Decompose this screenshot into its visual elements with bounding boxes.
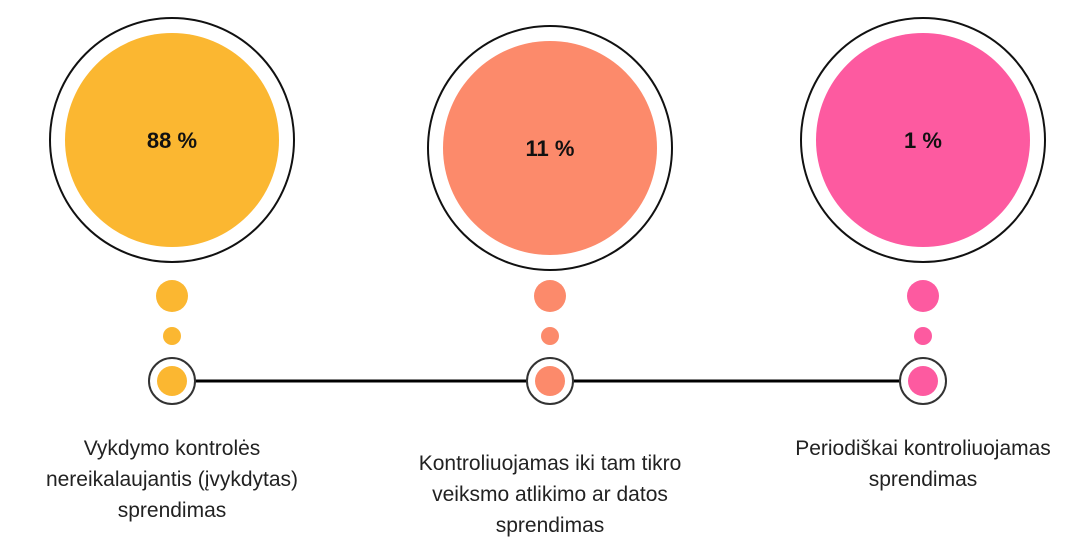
step: 88 % Vykdymo kontrolės nereikalaujantis (į… bbox=[46, 17, 298, 522]
node-dot bbox=[157, 366, 187, 396]
percent-label: 1 % bbox=[904, 128, 942, 153]
dot-small bbox=[163, 327, 181, 345]
main-circle bbox=[816, 33, 1030, 247]
dot-large bbox=[534, 280, 566, 312]
dot-small bbox=[541, 327, 559, 345]
step-label: sprendimas bbox=[496, 514, 605, 537]
step-label: Vykdymo kontrolės bbox=[84, 437, 261, 460]
percent-label: 11 % bbox=[526, 136, 575, 161]
main-circle bbox=[65, 33, 279, 247]
step-label: veiksmo atlikimo ar datos bbox=[432, 483, 668, 506]
step: 1 % Periodiškai kontroliuojamas sprendimas bbox=[795, 17, 1051, 491]
items: 88 % Vykdymo kontrolės nereikalaujantis (į… bbox=[46, 17, 1051, 537]
percent-label: 88 % bbox=[147, 128, 197, 153]
node-dot bbox=[535, 366, 565, 396]
step-label: sprendimas bbox=[869, 468, 978, 491]
step-label: nereikalaujantis (įvykdytas) bbox=[46, 468, 298, 491]
step-label: sprendimas bbox=[118, 499, 227, 522]
step-label: Periodiškai kontroliuojamas bbox=[795, 437, 1051, 460]
dot-small bbox=[914, 327, 932, 345]
dot-large bbox=[156, 280, 188, 312]
node-dot bbox=[908, 366, 938, 396]
dot-large bbox=[907, 280, 939, 312]
step: 11 % Kontroliuojamas iki tam tikro veiksmo… bbox=[419, 25, 682, 537]
step-label: Kontroliuojamas iki tam tikro bbox=[419, 452, 682, 475]
main-circle bbox=[443, 41, 657, 255]
